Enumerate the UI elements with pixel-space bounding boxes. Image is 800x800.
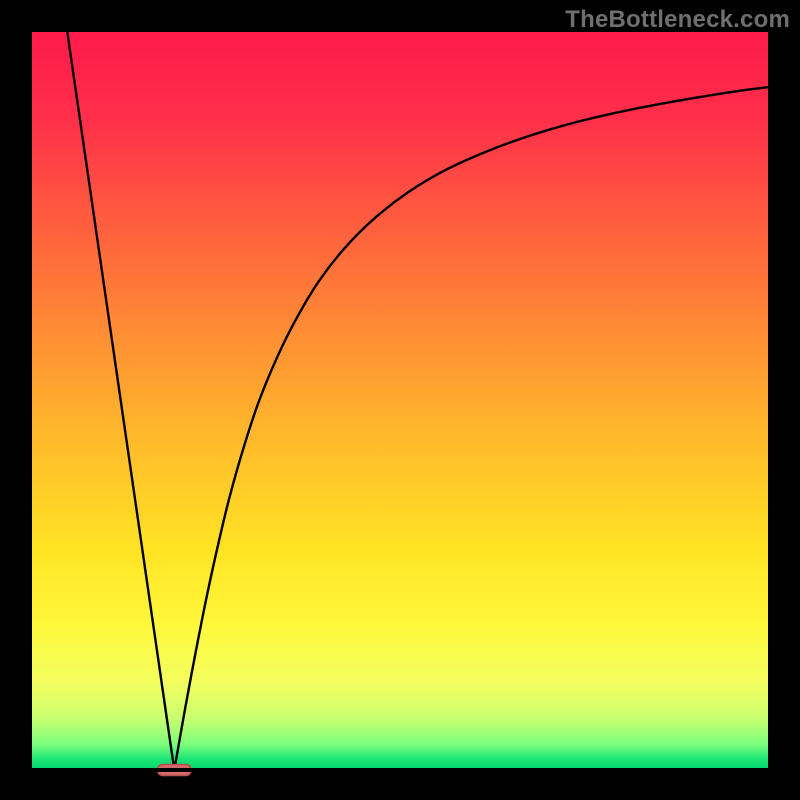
watermark-text: TheBottleneck.com: [565, 6, 790, 34]
plot-background: [30, 30, 770, 770]
chart-svg: [0, 0, 800, 800]
chart-container: TheBottleneck.com: [0, 0, 800, 800]
